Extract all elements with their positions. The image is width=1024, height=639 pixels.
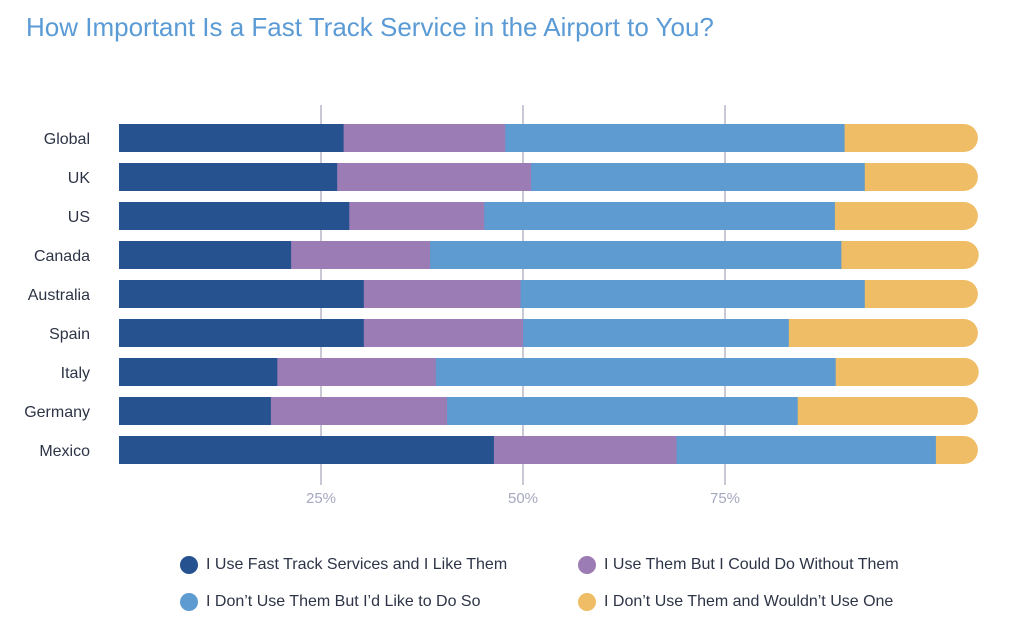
bar-segment	[844, 124, 978, 152]
bar-segment	[119, 202, 350, 230]
bar-segment	[343, 124, 506, 152]
bar-segment	[119, 436, 495, 464]
bar-segment	[676, 436, 937, 464]
bar-segment	[797, 397, 978, 425]
bar-segment	[520, 280, 866, 308]
x-tick-label: 50%	[508, 490, 538, 507]
legend-swatch	[578, 593, 596, 611]
chart-title: How Important Is a Fast Track Service in…	[26, 12, 714, 42]
bar-segment	[531, 163, 866, 191]
bar-segment	[119, 319, 365, 347]
bar-segment	[835, 358, 979, 386]
bar-segment	[363, 319, 524, 347]
legend-label: I Don’t Use Them and Wouldn’t Use One	[604, 593, 894, 610]
category-label: Mexico	[39, 443, 90, 460]
bar-segment	[935, 436, 978, 464]
bar-segment	[493, 436, 678, 464]
bar-segment	[270, 397, 448, 425]
bar-segment	[363, 280, 522, 308]
bar-segment	[119, 124, 345, 152]
legend-item: I Use Fast Track Services and I Like The…	[180, 556, 507, 574]
category-label: Global	[44, 131, 90, 148]
legend-item: I Use Them But I Could Do Without Them	[578, 556, 899, 574]
bar-segment	[337, 163, 532, 191]
legend-item: I Don’t Use Them But I’d Like to Do So	[180, 593, 481, 611]
bar-segment	[119, 280, 365, 308]
legend-label: I Don’t Use Them But I’d Like to Do So	[206, 593, 481, 610]
bar-segment	[277, 358, 437, 386]
bar-segment	[505, 124, 846, 152]
legend-label: I Use Them But I Could Do Without Them	[604, 556, 899, 573]
bar-segment	[484, 202, 836, 230]
bar-segment	[447, 397, 799, 425]
bar-segment	[430, 241, 842, 269]
legend-label: I Use Fast Track Services and I Like The…	[206, 556, 508, 573]
legend-swatch	[180, 593, 198, 611]
bar-segment	[864, 280, 978, 308]
category-label: Italy	[61, 365, 90, 382]
legend-swatch	[180, 556, 198, 574]
x-tick-label: 75%	[710, 490, 740, 507]
bar-segment	[119, 241, 292, 269]
bar-segment	[788, 319, 978, 347]
category-label: Australia	[28, 287, 90, 304]
bar-segment	[119, 358, 278, 386]
bar-segment	[119, 163, 338, 191]
bar-segment	[834, 202, 978, 230]
category-label: UK	[68, 170, 91, 187]
bar-segment	[291, 241, 431, 269]
category-label: US	[68, 209, 90, 226]
bar-segment	[435, 358, 837, 386]
x-tick-label: 25%	[306, 490, 336, 507]
bar-segment	[864, 163, 978, 191]
category-label: Spain	[49, 326, 90, 343]
legend-swatch	[578, 556, 596, 574]
category-label: Canada	[34, 248, 90, 265]
category-label: Germany	[24, 404, 90, 421]
legend-item: I Don’t Use Them and Wouldn’t Use One	[578, 593, 893, 611]
bar-segment	[119, 397, 272, 425]
bar-segment	[841, 241, 979, 269]
bar-segment	[349, 202, 485, 230]
bar-segment	[523, 319, 790, 347]
